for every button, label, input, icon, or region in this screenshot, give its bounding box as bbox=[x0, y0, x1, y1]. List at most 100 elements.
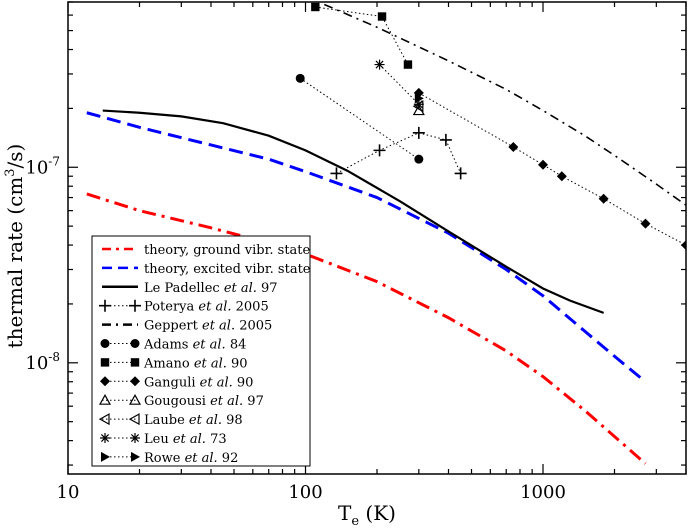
legend-entry-poterya: Poterya et al. 2005 bbox=[99, 299, 269, 315]
series-ground bbox=[86, 192, 647, 465]
legend-label-part: 90 bbox=[227, 356, 248, 371]
data-point-ganguli bbox=[640, 218, 651, 229]
legend-label-amano: Amano et al. 90 bbox=[143, 356, 248, 371]
legend-entry-ganguli: Ganguli et al. 90 bbox=[100, 375, 253, 390]
data-point-poterya bbox=[373, 144, 386, 157]
legend-label-leu: Leu et al. 73 bbox=[144, 432, 227, 447]
legend-marker-gougousi bbox=[128, 393, 142, 405]
data-point-ganguli bbox=[538, 159, 549, 170]
legend-marker-adams bbox=[130, 339, 140, 348]
legend-label-lepadellec: Le Padellec et al. 97 bbox=[144, 281, 278, 296]
legend-marker-rowe bbox=[131, 451, 140, 462]
y-axis-title-sup: 3 bbox=[3, 168, 18, 176]
x-axis-title-rest: (K) bbox=[359, 501, 396, 525]
legend-label-part: et al. bbox=[173, 432, 206, 447]
legend-entry-geppert: Geppert et al. 2005 bbox=[102, 319, 272, 334]
data-point-rowe bbox=[414, 93, 424, 104]
legend-box bbox=[91, 235, 311, 467]
data-point-amano bbox=[311, 2, 320, 12]
series-line-leu bbox=[379, 64, 420, 105]
legend-marker-poterya bbox=[129, 299, 141, 312]
data-point-leu bbox=[413, 99, 424, 110]
series-adams bbox=[295, 73, 424, 164]
x-tick-label: 10 bbox=[57, 482, 80, 503]
series-geppert bbox=[323, 3, 686, 206]
legend-label-part: theory, ground vibr. state bbox=[144, 243, 311, 258]
legend-marker-amano bbox=[130, 358, 140, 367]
legend-label-part: Geppert bbox=[144, 319, 202, 334]
legend-entry-leu: Leu et al. 73 bbox=[100, 432, 227, 447]
legend-label-part: Ganguli bbox=[144, 375, 200, 390]
legend-label-part: 84 bbox=[226, 338, 247, 353]
data-point-poterya bbox=[330, 167, 343, 180]
data-point-poterya bbox=[454, 167, 467, 180]
legend-label-ground: theory, ground vibr. state bbox=[144, 243, 311, 258]
legend-entry-laube: Laube et al. 98 bbox=[98, 413, 243, 428]
data-point-amano bbox=[403, 60, 413, 69]
legend-marker-ganguli bbox=[130, 376, 140, 387]
y-tick-label: 10-7 bbox=[25, 154, 60, 178]
x-tick-label: 100 bbox=[288, 482, 322, 503]
legend-label-part: Poterya bbox=[144, 300, 198, 315]
x-axis-title: Te (K) bbox=[338, 501, 396, 529]
x-axis-title-sub: e bbox=[351, 514, 359, 529]
legend-marker-laube bbox=[98, 413, 110, 426]
legend-label-gougousi: Gougousi et al. 97 bbox=[144, 394, 264, 409]
y-tick-exp: -7 bbox=[48, 154, 60, 168]
legend-label-part: et al. bbox=[189, 413, 222, 428]
legend-label-part: 2005 bbox=[232, 300, 269, 315]
legend-entry-rowe: Rowe et al. 92 bbox=[101, 451, 238, 466]
legend-label-part: et al. bbox=[210, 394, 243, 409]
legend-label-part: Laube bbox=[144, 413, 189, 428]
legend-label-part: 97 bbox=[257, 281, 278, 296]
legend-marker-leu bbox=[100, 433, 110, 443]
data-point-ganguli bbox=[598, 193, 609, 204]
x-axis-title-main: T bbox=[338, 501, 352, 525]
data-point-adams bbox=[414, 154, 424, 164]
legend-marker-laube bbox=[128, 413, 140, 426]
legend-label-rowe: Rowe et al. 92 bbox=[144, 451, 238, 466]
series-line-geppert bbox=[323, 3, 686, 206]
series-line-poterya bbox=[336, 132, 462, 174]
series-leu bbox=[374, 59, 424, 110]
legend-label-adams: Adams et al. 84 bbox=[143, 338, 246, 353]
series-line-adams bbox=[299, 77, 420, 160]
legend-marker-poterya bbox=[99, 299, 111, 312]
data-point-leu bbox=[374, 59, 385, 70]
data-point-poterya bbox=[439, 133, 452, 146]
legend-label-part: 73 bbox=[206, 432, 227, 447]
series-line-ground bbox=[86, 192, 647, 465]
legend-label-part: et al. bbox=[193, 338, 226, 353]
legend-label-part: theory, excited vibr. state bbox=[144, 262, 311, 277]
legend-label-laube: Laube et al. 98 bbox=[144, 413, 243, 428]
y-tick-label: 10-8 bbox=[25, 350, 60, 374]
legend-label-part: et al. bbox=[224, 281, 257, 296]
series-line-excited bbox=[86, 111, 647, 383]
legend-label-part: 98 bbox=[222, 413, 243, 428]
legend-label-part: Le Padellec bbox=[144, 281, 224, 296]
legend-label-part: et al. bbox=[194, 356, 227, 371]
legend-entry-lepadellec: Le Padellec et al. 97 bbox=[102, 281, 278, 296]
y-tick-base: 10 bbox=[25, 353, 48, 374]
legend-label-part: Gougousi bbox=[144, 394, 210, 409]
legend-label-part: Adams bbox=[143, 338, 193, 353]
legend-label-part: Leu bbox=[144, 432, 173, 447]
series-excited bbox=[86, 111, 647, 383]
legend-label-part: et al. bbox=[198, 300, 231, 315]
series-lepadellec bbox=[102, 109, 605, 314]
legend-label-geppert: Geppert et al. 2005 bbox=[144, 319, 272, 334]
legend-label-part: 92 bbox=[218, 451, 239, 466]
legend-label-part: et al. bbox=[185, 451, 218, 466]
series-poterya bbox=[330, 126, 467, 180]
legend-label-ganguli: Ganguli et al. 90 bbox=[144, 375, 253, 390]
x-tick-label: 1000 bbox=[520, 482, 566, 503]
y-tick-base: 10 bbox=[25, 157, 48, 178]
data-point-ganguli bbox=[556, 171, 567, 182]
legend-label-part: Amano bbox=[143, 356, 194, 371]
y-axis-title: thermal rate (cm3/s) bbox=[3, 144, 27, 349]
y-axis-title-rest: /s) bbox=[3, 144, 27, 169]
legend-label-part: 90 bbox=[233, 375, 254, 390]
data-point-amano bbox=[377, 12, 387, 21]
legend-label-part: 97 bbox=[243, 394, 264, 409]
